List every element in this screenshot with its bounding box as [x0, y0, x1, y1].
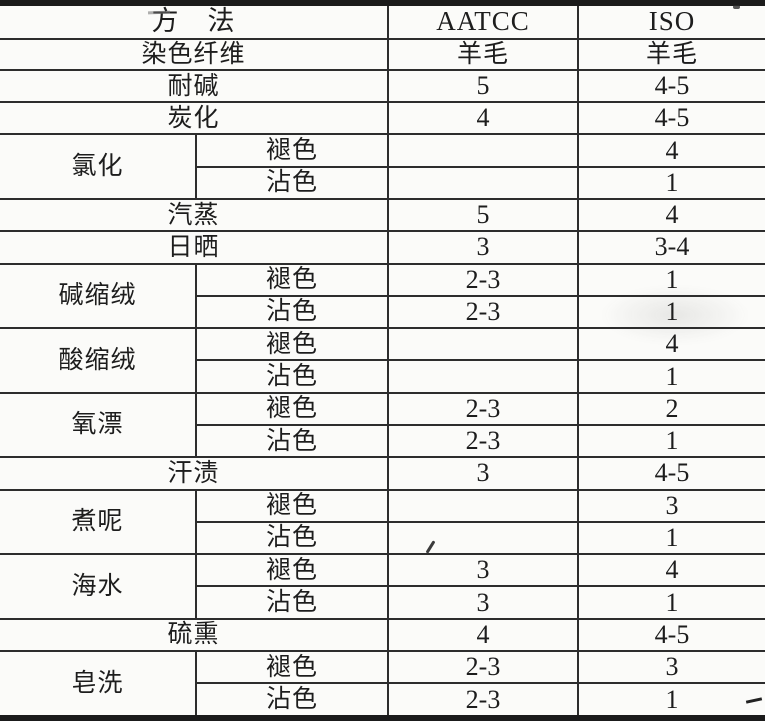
iso-value-cell: 2 [577, 391, 765, 426]
table-row: 沾色 2-3 1 [0, 294, 765, 330]
iso-value-cell: 3-4 [577, 230, 765, 265]
group-label-cell: 氧漂 [0, 391, 197, 459]
method-label-cell: 耐碱 [0, 68, 389, 104]
table-row: 日晒 3 3-4 [0, 230, 765, 265]
table-row: 碱缩绒 褪色 2-3 1 [0, 262, 765, 330]
table-row: 沾色 2-3 1 [0, 423, 765, 459]
table-row: 氯化 褪色 4 [0, 133, 765, 200]
sub-label-cell: 褪色 [195, 488, 389, 523]
aatcc-value-cell [387, 165, 579, 201]
table-row: 沾色 1 [0, 520, 765, 556]
aatcc-value-cell: 2-3 [387, 423, 579, 459]
group-label-cell: 海水 [0, 553, 197, 620]
fiber-row: 染色纤维 羊毛 羊毛 [0, 37, 765, 71]
table-row: 酸缩绒 褪色 4 [0, 327, 765, 394]
sub-label-cell: 褪色 [195, 649, 389, 685]
aatcc-value-cell: 3 [387, 230, 579, 265]
sub-label-cell: 沾色 [195, 294, 389, 330]
method-label-cell: 炭化 [0, 101, 389, 136]
iso-value-cell: 4-5 [577, 68, 765, 104]
aatcc-value-cell: 3 [387, 456, 579, 491]
aatcc-value-cell [387, 520, 579, 556]
table-row: 煮呢 褪色 3 [0, 488, 765, 556]
iso-value-cell: 1 [577, 585, 765, 620]
group-label-cell: 碱缩绒 [0, 262, 197, 330]
sub-label-cell: 褪色 [195, 553, 389, 588]
table-row: 皂洗 褪色 2-3 3 [0, 649, 765, 720]
table-row: 沾色 3 1 [0, 585, 765, 620]
method-header-cell: 方 法 [0, 2, 389, 40]
aatcc-value-cell: 2-3 [387, 262, 579, 297]
iso-value-cell: 4 [577, 553, 765, 588]
method-label-cell: 日晒 [0, 230, 389, 265]
iso-value-cell: 4 [577, 327, 765, 362]
iso-value-cell: 1 [577, 682, 765, 719]
aatcc-value-cell: 4 [387, 617, 579, 652]
method-label-cell: 汗渍 [0, 456, 389, 491]
aatcc-value-cell [387, 133, 579, 168]
sub-label-cell: 沾色 [195, 682, 389, 719]
table-row: 汽蒸 5 4 [0, 197, 765, 233]
sub-label-cell: 沾色 [195, 359, 389, 394]
aatcc-value-cell: 5 [387, 68, 579, 104]
sub-label-cell: 褪色 [195, 133, 389, 168]
group-label-cell: 煮呢 [0, 488, 197, 556]
aatcc-value-cell [387, 488, 579, 523]
iso-value-cell: 1 [577, 520, 765, 556]
aatcc-value-cell: 3 [387, 553, 579, 588]
sub-label-cell: 褪色 [195, 262, 389, 297]
iso-value-cell: 1 [577, 262, 765, 297]
group-label-cell: 氯化 [0, 133, 197, 200]
aatcc-value-cell: 2-3 [387, 649, 579, 685]
fiber-label-cell: 染色纤维 [0, 37, 389, 71]
header-row: 方 法 AATCC ISO [0, 2, 765, 40]
iso-value-cell: 4 [577, 197, 765, 233]
sub-label-cell: 褪色 [195, 327, 389, 362]
sub-label-cell: 沾色 [195, 585, 389, 620]
aatcc-value-cell: 5 [387, 197, 579, 233]
aatcc-value-cell: 2-3 [387, 294, 579, 330]
iso-header-cell: ISO [577, 2, 765, 40]
sub-label-cell: 沾色 [195, 423, 389, 459]
iso-value-cell: 1 [577, 423, 765, 459]
table-row: 沾色 1 [0, 359, 765, 394]
table-row: 耐碱 5 4-5 [0, 68, 765, 104]
aatcc-value-cell: 2-3 [387, 682, 579, 719]
iso-value-cell: 3 [577, 649, 765, 685]
aatcc-value-cell [387, 327, 579, 362]
sub-label-cell: 沾色 [195, 165, 389, 201]
table-row: 海水 褪色 3 4 [0, 553, 765, 620]
aatcc-value-cell [387, 359, 579, 394]
method-label-cell: 硫熏 [0, 617, 389, 652]
fiber-iso-cell: 羊毛 [577, 37, 765, 71]
iso-value-cell: 1 [577, 359, 765, 394]
iso-value-cell: 4 [577, 133, 765, 168]
table-row: 沾色 1 [0, 165, 765, 201]
aatcc-header-cell: AATCC [387, 2, 579, 40]
sub-label-cell: 褪色 [195, 391, 389, 426]
iso-value-cell: 3 [577, 488, 765, 523]
iso-value-cell: 4-5 [577, 456, 765, 491]
fiber-aatcc-cell: 羊毛 [387, 37, 579, 71]
iso-value-cell: 4-5 [577, 617, 765, 652]
table-row: 硫熏 4 4-5 [0, 617, 765, 652]
table-row: 氧漂 褪色 2-3 2 [0, 391, 765, 459]
table-row: 炭化 4 4-5 [0, 101, 765, 136]
aatcc-value-cell: 2-3 [387, 391, 579, 426]
method-label-cell: 汽蒸 [0, 197, 389, 233]
table-row: 汗渍 3 4-5 [0, 456, 765, 491]
aatcc-value-cell: 3 [387, 585, 579, 620]
table-row: 沾色 2-3 1 [0, 682, 765, 719]
sub-label-cell: 沾色 [195, 520, 389, 556]
aatcc-value-cell: 4 [387, 101, 579, 136]
iso-value-cell: 1 [577, 165, 765, 201]
iso-value-cell: 4-5 [577, 101, 765, 136]
group-label-cell: 酸缩绒 [0, 327, 197, 394]
group-label-cell: 皂洗 [0, 649, 197, 720]
iso-value-cell: 1 [577, 294, 765, 330]
